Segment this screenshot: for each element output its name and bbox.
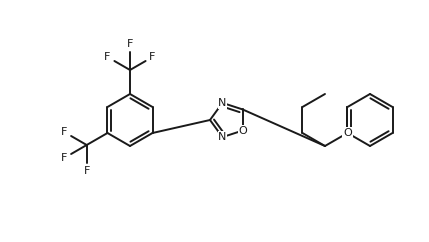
Text: F: F (104, 52, 111, 62)
Text: F: F (127, 39, 133, 49)
Text: N: N (218, 98, 227, 108)
Text: N: N (218, 132, 227, 142)
Text: F: F (61, 153, 67, 163)
Text: F: F (61, 127, 67, 137)
Text: O: O (238, 126, 247, 136)
Text: F: F (149, 52, 156, 62)
Text: O: O (343, 128, 352, 138)
Text: F: F (84, 166, 90, 176)
